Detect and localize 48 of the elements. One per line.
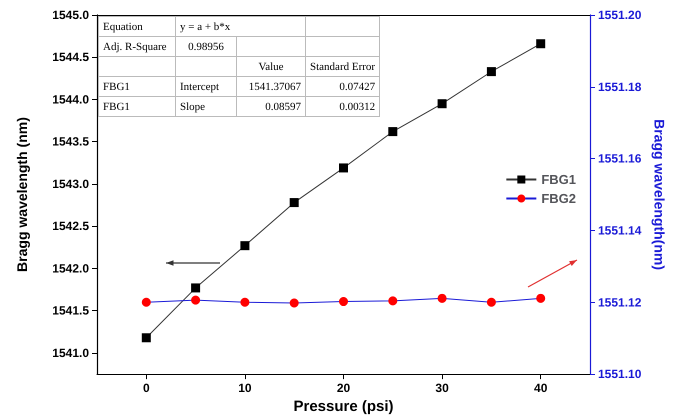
- annotation: Intercept: [176, 76, 236, 96]
- annotation: Standard Error: [306, 56, 380, 76]
- annotation: 1541.37067: [236, 76, 306, 96]
- y2-tick-label: 1551.20: [598, 8, 642, 22]
- legend-label: FBG2: [541, 191, 576, 206]
- point: [240, 241, 250, 250]
- y2-tick-label: 1551.16: [598, 152, 642, 166]
- point: [142, 333, 151, 342]
- x-tick-label: 30: [435, 381, 450, 396]
- y2-tick-label: 1551.18: [598, 80, 642, 94]
- annotation: 0.08597: [236, 96, 306, 116]
- x-tick-label: 10: [238, 381, 252, 396]
- y-tick-label: 1542.0: [52, 261, 90, 276]
- x-tick-label: 20: [336, 381, 350, 396]
- point: [290, 198, 299, 208]
- annotation: Adj. R-Square: [98, 36, 176, 56]
- y-tick-label: 1541.5: [52, 304, 90, 318]
- annotation: FBG1: [98, 96, 176, 116]
- annotation: 0.07427: [306, 76, 380, 96]
- x-tick-label: 40: [534, 381, 548, 396]
- y-tick-label: 1543.0: [52, 176, 90, 191]
- y-tick-label: 1544.5: [52, 50, 90, 64]
- x-tick-label: 0: [142, 381, 150, 396]
- y-tick-label: 1541.0: [52, 346, 90, 360]
- x-axis-title: Pressure (psi): [293, 398, 394, 415]
- point: [339, 163, 348, 172]
- y-axis-title: Bragg wavelength (nm): [14, 117, 30, 272]
- point: [388, 127, 398, 136]
- y2-tick-label: 1551.12: [598, 295, 642, 310]
- y-tick-label: 1545.0: [52, 8, 90, 22]
- y2-tick-label: 1551.10: [598, 367, 642, 382]
- annotation: y = a + b*x: [176, 16, 306, 36]
- annotation: Slope: [176, 96, 236, 116]
- annotation: 0.98956: [176, 36, 236, 56]
- annotation: 0.00312: [306, 96, 380, 116]
- point: [486, 67, 496, 76]
- point: [191, 283, 200, 292]
- annotation: FBG1: [98, 76, 176, 96]
- y2-tick-label: 1551.14: [598, 223, 642, 238]
- y-tick-label: 1544.0: [52, 92, 90, 106]
- y2-axis-title: Bragg wavelength(nm): [651, 119, 668, 270]
- annotation: Value: [236, 56, 306, 76]
- y-tick-label: 1543.5: [52, 134, 90, 149]
- legend-label: FBG1: [541, 172, 576, 187]
- y-tick-label: 1542.5: [52, 219, 90, 234]
- point: [536, 39, 546, 48]
- point: [438, 99, 447, 108]
- annotation: Equation: [98, 16, 176, 36]
